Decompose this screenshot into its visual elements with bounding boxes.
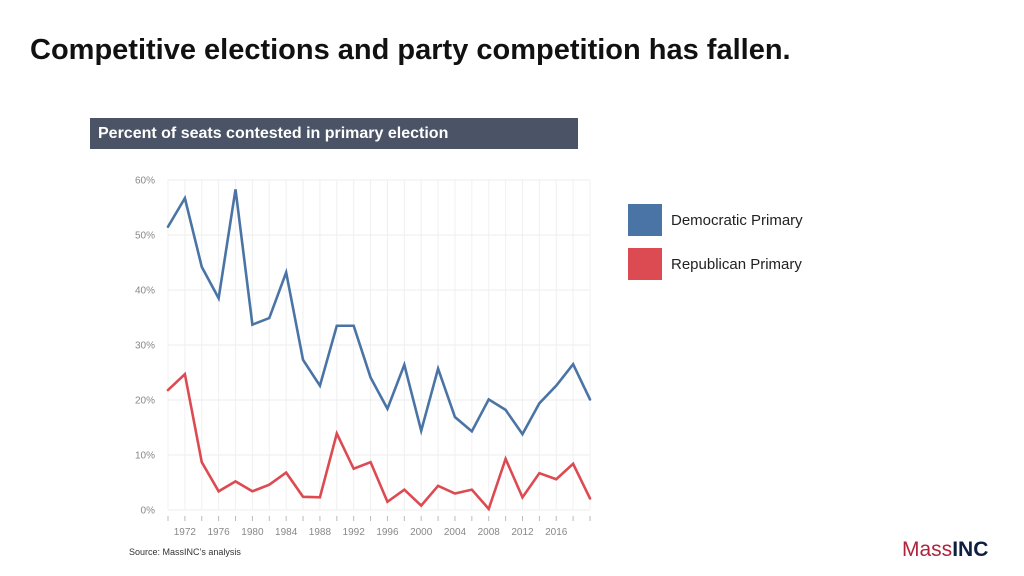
x-tick-label: 1992: [343, 527, 366, 538]
legend-label-republican: Republican Primary: [671, 256, 802, 273]
x-tick-label: 1972: [174, 527, 197, 538]
line-chart: 0% 10% 20% 30% 40% 50% 60% 1972 1976 1980 1984 1988…: [135, 176, 592, 538]
chart-header: Percent of seats contested in primary el…: [90, 118, 578, 149]
y-tick-label: 0%: [141, 506, 156, 517]
y-tick-label: 40%: [135, 286, 155, 297]
y-tick-label: 50%: [135, 231, 155, 242]
series-line-republican: [166, 371, 592, 512]
x-tick-label: 2016: [545, 527, 568, 538]
axis-layer: 0% 10% 20% 30% 40% 50% 60% 1972 1976 1980 1984 1988…: [135, 176, 591, 538]
series-line-democratic: [166, 189, 592, 437]
x-tick-label: 1976: [208, 527, 231, 538]
x-tick-label: 2004: [444, 527, 467, 538]
legend-label-democratic: Democratic Primary: [671, 212, 803, 229]
x-tick-label: 2012: [511, 527, 534, 538]
logo-mass: Mass: [902, 538, 953, 561]
series-layer: [166, 189, 592, 512]
x-tick-label: 2000: [410, 527, 433, 538]
x-tick-label: 2008: [478, 527, 501, 538]
x-tick-label: 1988: [309, 527, 332, 538]
x-tick-label: 1980: [241, 527, 264, 538]
x-tick-label: 1984: [275, 527, 298, 538]
logo-inc: INC: [952, 538, 989, 561]
slide-title: Competitive elections and party competit…: [30, 34, 791, 66]
x-tick-label: 1996: [376, 527, 399, 538]
source-note: Source: MassINC’s analysis: [129, 547, 241, 557]
grid-layer: [167, 179, 591, 511]
y-tick-label: 20%: [135, 396, 155, 407]
massinc-logo: MassINC: [902, 538, 988, 562]
legend-swatch-republican: [628, 248, 662, 280]
legend-swatch-democratic: [628, 204, 662, 236]
y-tick-label: 30%: [135, 341, 155, 352]
y-tick-label: 60%: [135, 176, 155, 187]
y-tick-label: 10%: [135, 451, 155, 462]
